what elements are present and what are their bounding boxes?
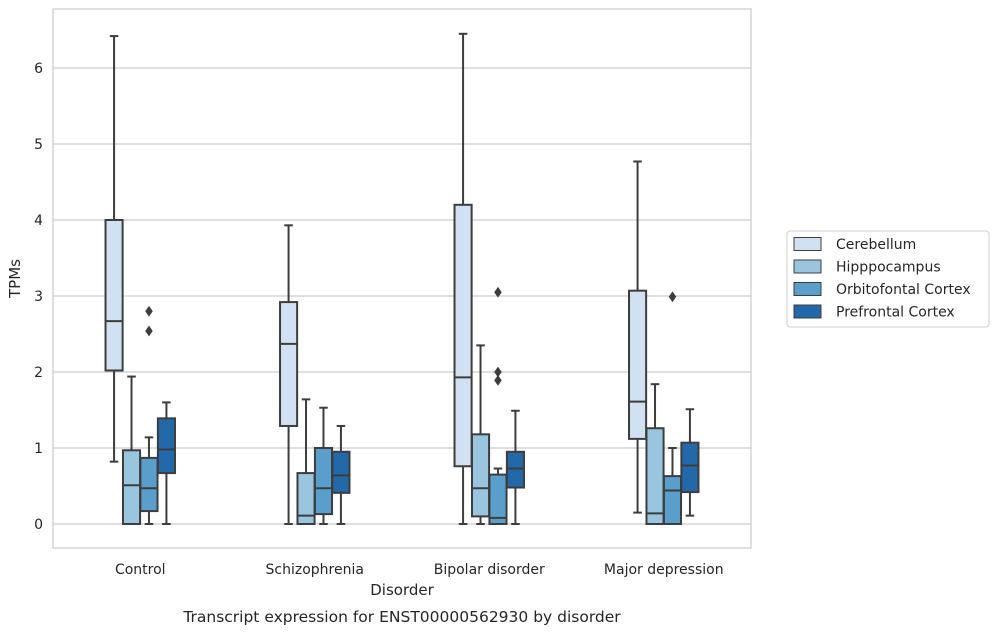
y-tick-label: 0 bbox=[34, 517, 43, 533]
outlier-point bbox=[668, 291, 677, 303]
chart-caption: Transcript expression for ENST0000056293… bbox=[182, 608, 621, 626]
box-1-0 bbox=[279, 224, 299, 525]
outlier-point bbox=[494, 286, 502, 298]
legend-frame bbox=[786, 230, 990, 328]
legend-swatch bbox=[793, 259, 822, 274]
legend-label: Orbitofontal Cortex bbox=[836, 282, 971, 298]
y-tick-label: 1 bbox=[34, 441, 43, 457]
legend-swatch bbox=[793, 237, 822, 251]
box-3-3 bbox=[680, 408, 700, 517]
box-3-0 bbox=[628, 160, 648, 514]
legend-label: Hipppocampus bbox=[836, 260, 941, 276]
box-body bbox=[453, 203, 473, 468]
box-body bbox=[645, 427, 665, 525]
y-tick-label: 2 bbox=[34, 365, 43, 381]
legend-label: Cerebellum bbox=[836, 237, 916, 253]
box-0-2 bbox=[139, 305, 159, 525]
box-body bbox=[680, 441, 700, 494]
y-tick-label: 4 bbox=[34, 213, 43, 229]
x-tick-label: Control bbox=[115, 562, 166, 578]
box-body bbox=[313, 447, 334, 516]
box-body bbox=[121, 449, 142, 525]
box-body bbox=[279, 301, 299, 427]
outlier-point bbox=[494, 366, 502, 378]
box-body bbox=[470, 433, 491, 518]
outlier-point bbox=[145, 325, 153, 337]
legend-swatch bbox=[793, 304, 822, 319]
box-0-1 bbox=[121, 375, 142, 525]
y-axis-label: TPMs bbox=[6, 259, 24, 299]
box-2-1 bbox=[470, 344, 491, 525]
box-3-1 bbox=[645, 383, 665, 525]
box-body bbox=[488, 473, 508, 526]
box-2-2 bbox=[488, 286, 508, 526]
box-plots bbox=[104, 32, 700, 526]
x-tick-label: Schizophrenia bbox=[266, 562, 364, 578]
legend-label: Prefrontal Cortex bbox=[836, 305, 955, 321]
box-0-3 bbox=[156, 401, 176, 525]
box-body bbox=[104, 219, 124, 372]
box-body bbox=[139, 456, 159, 513]
box-body bbox=[505, 450, 525, 489]
outlier-point bbox=[494, 374, 502, 386]
box-body bbox=[156, 417, 176, 475]
legend-swatch bbox=[793, 282, 822, 296]
box-2-3 bbox=[505, 409, 525, 525]
box-1-3 bbox=[331, 424, 351, 525]
plot-area-frame bbox=[52, 8, 752, 549]
box-body bbox=[662, 475, 683, 525]
box-0-0 bbox=[104, 35, 124, 463]
legend: Cerebellum Hipppocampus Orbitofontal Corte… bbox=[786, 230, 990, 328]
x-tick-label: Major depression bbox=[604, 562, 724, 578]
y-tick-label: 3 bbox=[34, 289, 43, 305]
x-tick-label: Bipolar disorder bbox=[434, 562, 545, 578]
box-2-0 bbox=[453, 32, 473, 525]
box-3-2 bbox=[662, 291, 683, 525]
y-tick-label: 6 bbox=[34, 61, 43, 77]
box-body bbox=[628, 289, 648, 440]
y-tick-label: 5 bbox=[34, 137, 43, 153]
x-tick-labels: Control Schizophrenia Bipolar disorder Majo… bbox=[115, 562, 724, 578]
box-body bbox=[331, 450, 351, 494]
x-axis-label: Disorder bbox=[370, 581, 434, 599]
y-tick-labels: 0 1 2 3 4 5 6 bbox=[34, 61, 43, 533]
outlier-point bbox=[145, 305, 153, 317]
